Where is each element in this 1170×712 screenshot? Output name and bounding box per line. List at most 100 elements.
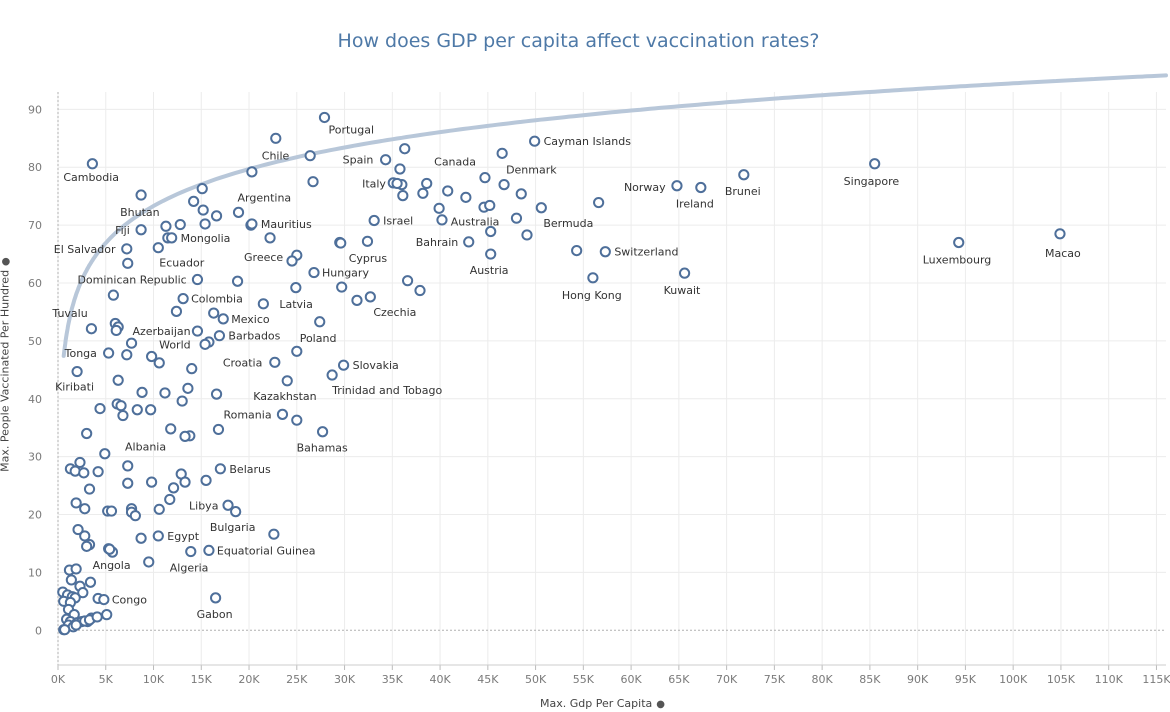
- data-point[interactable]: [307, 176, 319, 188]
- data-point[interactable]: [304, 150, 316, 162]
- data-point[interactable]: [70, 497, 82, 509]
- data-point[interactable]: [179, 476, 191, 488]
- data-point[interactable]: [197, 204, 209, 216]
- data-point[interactable]: [81, 540, 93, 552]
- data-point[interactable]: [135, 532, 147, 544]
- data-point[interactable]: [678, 267, 691, 279]
- data-point[interactable]: [191, 325, 204, 337]
- data-point[interactable]: [361, 235, 374, 247]
- data-point[interactable]: [170, 305, 183, 317]
- data-point[interactable]: [152, 242, 164, 254]
- data-point[interactable]: [112, 374, 124, 386]
- data-point[interactable]: [308, 266, 320, 279]
- data-point[interactable]: [103, 347, 115, 359]
- data-point[interactable]: [599, 246, 611, 258]
- data-point[interactable]: [115, 400, 127, 412]
- data-point[interactable]: [231, 275, 244, 287]
- data-point[interactable]: [264, 232, 276, 244]
- data-point[interactable]: [571, 244, 583, 257]
- data-point[interactable]: [153, 503, 165, 515]
- data-point[interactable]: [368, 214, 380, 227]
- data-point[interactable]: [210, 210, 223, 222]
- data-point[interactable]: [351, 294, 363, 306]
- data-point[interactable]: [230, 506, 242, 518]
- data-point[interactable]: [122, 257, 134, 269]
- data-point[interactable]: [515, 188, 527, 200]
- data-point[interactable]: [84, 576, 97, 588]
- data-point[interactable]: [167, 482, 180, 494]
- data-point[interactable]: [257, 298, 269, 310]
- data-point[interactable]: [463, 236, 475, 248]
- data-point[interactable]: [535, 202, 547, 214]
- data-point[interactable]: [695, 181, 707, 194]
- data-point[interactable]: [77, 587, 89, 599]
- data-points[interactable]: [57, 111, 1066, 636]
- data-point[interactable]: [291, 414, 303, 426]
- data-point[interactable]: [290, 282, 302, 294]
- data-point[interactable]: [121, 349, 133, 361]
- data-point[interactable]: [286, 255, 298, 267]
- data-point[interactable]: [179, 430, 191, 442]
- data-point[interactable]: [98, 593, 110, 606]
- data-point[interactable]: [335, 237, 347, 249]
- data-point[interactable]: [496, 147, 508, 159]
- data-point[interactable]: [199, 338, 211, 350]
- data-point[interactable]: [276, 408, 289, 420]
- data-point[interactable]: [186, 363, 198, 375]
- data-point[interactable]: [479, 172, 491, 184]
- data-point[interactable]: [105, 505, 118, 517]
- data-point[interactable]: [380, 154, 392, 166]
- data-point[interactable]: [135, 224, 147, 236]
- data-point[interactable]: [59, 624, 71, 636]
- data-point[interactable]: [210, 592, 222, 604]
- data-point[interactable]: [70, 619, 82, 631]
- data-point[interactable]: [121, 243, 133, 255]
- data-point[interactable]: [214, 463, 226, 475]
- data-point[interactable]: [92, 466, 104, 478]
- data-point[interactable]: [152, 530, 164, 542]
- data-point[interactable]: [212, 423, 225, 436]
- data-point[interactable]: [210, 388, 223, 400]
- data-point[interactable]: [91, 611, 103, 623]
- data-point[interactable]: [953, 236, 965, 249]
- data-point[interactable]: [165, 423, 177, 435]
- data-point[interactable]: [164, 493, 176, 506]
- data-point[interactable]: [869, 158, 881, 170]
- data-point[interactable]: [314, 316, 326, 328]
- data-point[interactable]: [460, 191, 472, 203]
- data-point[interactable]: [72, 523, 84, 536]
- data-point[interactable]: [433, 202, 445, 214]
- data-point[interactable]: [176, 395, 188, 407]
- data-point[interactable]: [182, 382, 194, 394]
- data-point[interactable]: [417, 187, 429, 199]
- data-point[interactable]: [397, 190, 409, 202]
- data-point[interactable]: [166, 232, 178, 244]
- data-point[interactable]: [510, 212, 523, 224]
- data-point[interactable]: [414, 284, 426, 297]
- data-point[interactable]: [174, 218, 186, 231]
- data-point[interactable]: [99, 448, 111, 460]
- data-point[interactable]: [107, 289, 120, 301]
- data-point[interactable]: [1054, 228, 1066, 240]
- data-point[interactable]: [498, 179, 510, 191]
- data-point[interactable]: [485, 225, 497, 238]
- data-point[interactable]: [129, 510, 141, 522]
- data-point[interactable]: [146, 476, 158, 488]
- data-point[interactable]: [136, 386, 148, 398]
- data-point[interactable]: [593, 196, 605, 209]
- data-point[interactable]: [110, 324, 122, 337]
- data-point[interactable]: [436, 214, 448, 226]
- data-point[interactable]: [81, 427, 93, 440]
- data-point[interactable]: [326, 369, 338, 381]
- data-point[interactable]: [122, 460, 134, 472]
- data-point[interactable]: [122, 477, 134, 489]
- data-point[interactable]: [146, 350, 158, 363]
- data-point[interactable]: [185, 545, 197, 558]
- data-point[interactable]: [268, 528, 280, 540]
- data-point[interactable]: [337, 359, 350, 371]
- data-point[interactable]: [394, 163, 406, 175]
- data-point[interactable]: [232, 206, 245, 218]
- data-point[interactable]: [485, 248, 497, 260]
- data-point[interactable]: [270, 132, 282, 144]
